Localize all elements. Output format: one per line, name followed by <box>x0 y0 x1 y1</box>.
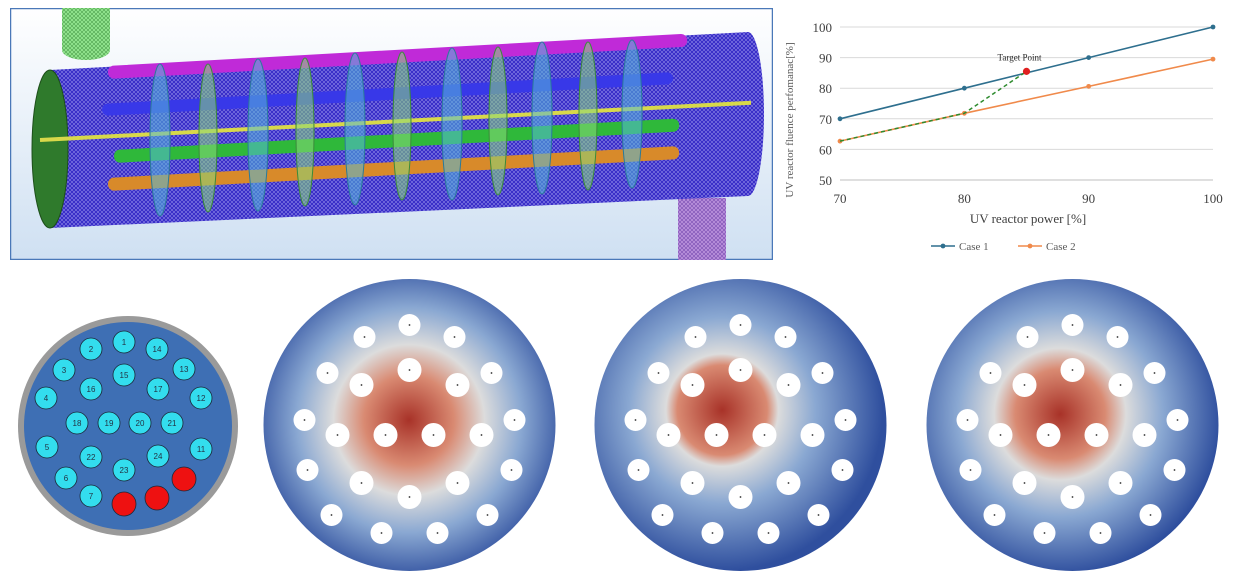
chart-legend: Case 1 Case 2 <box>931 241 1076 253</box>
chart-series <box>837 24 1216 144</box>
lamp-on <box>189 437 213 461</box>
lamp-number: 12 <box>197 394 206 403</box>
lamp-on <box>189 386 213 410</box>
lamp-on <box>35 435 59 459</box>
series-point-case-2 <box>1086 83 1092 89</box>
lamp-off <box>111 491 137 517</box>
x-tick-label: 80 <box>958 191 971 206</box>
y-tick-label: 100 <box>813 20 833 35</box>
y-axis-label: UV reactor fluence perfomanac[%] <box>784 42 796 197</box>
lamp-number: 1 <box>122 338 127 347</box>
lamp-layout-diagram: 1 2 3 4 5 6 7 11 12 13 14 15 16 17 18 19 20 21 22 23 24 <box>14 312 242 540</box>
lamp-on <box>146 444 170 468</box>
outlet-pipe <box>678 198 726 260</box>
series-point-case-1 <box>961 85 967 91</box>
contour-disc <box>263 279 556 571</box>
lamp-holes <box>956 314 1189 544</box>
lamp-on <box>79 484 103 508</box>
chart-grid <box>840 26 1213 150</box>
y-tick-label: 50 <box>819 173 832 188</box>
series-point-case-1 <box>1210 24 1216 30</box>
lamp-holes <box>293 314 526 544</box>
lamp-on <box>65 411 89 435</box>
baffle-plates <box>149 39 643 217</box>
lamp-on <box>128 411 152 435</box>
fluence-contour-map-3 <box>925 278 1220 572</box>
x-axis-label: UV reactor power [%] <box>970 211 1086 226</box>
lamp-number: 23 <box>120 466 129 475</box>
lamp-number: 7 <box>89 492 94 501</box>
reactor-end-cap <box>31 69 69 229</box>
series-point-case-1 <box>837 116 843 122</box>
x-tick-label: 90 <box>1082 191 1095 206</box>
lamp-number: 22 <box>87 453 96 462</box>
dashed-transition-path <box>839 70 1027 142</box>
lamp-off <box>171 466 197 492</box>
y-tick-label: 80 <box>819 81 832 96</box>
lamp-number: 15 <box>120 371 129 380</box>
legend-case2-label: Case 2 <box>1046 241 1076 253</box>
lamp-on <box>112 330 136 354</box>
x-tick-label: 100 <box>1203 191 1223 206</box>
lamp-on <box>146 377 170 401</box>
series-point-case-2 <box>1210 56 1216 62</box>
lamp-on <box>97 411 121 435</box>
lamp-number: 3 <box>62 366 67 375</box>
y-tick-label: 70 <box>819 112 832 127</box>
y-tick-label: 60 <box>819 142 832 157</box>
lamp-number: 18 <box>73 419 82 428</box>
lamp-on <box>34 386 58 410</box>
lamp-number: 11 <box>197 445 206 454</box>
x-tick-label: 70 <box>834 191 847 206</box>
lamp-number: 16 <box>87 385 96 394</box>
target-point-label: Target Point <box>998 52 1042 62</box>
lamp-holes <box>624 314 857 544</box>
mesh-frame <box>9 7 774 261</box>
lamp-on <box>79 377 103 401</box>
lamp-on <box>112 458 136 482</box>
legend-case1-label: Case 1 <box>959 241 989 253</box>
fluence-performance-chart: 50 60 70 80 90 100 70 80 90 100 UV reactor fluenc… <box>775 5 1238 267</box>
lamp-number: 13 <box>180 365 189 374</box>
lamp-on <box>172 357 196 381</box>
legend-case2-marker <box>1027 243 1033 249</box>
target-point-marker <box>1022 67 1031 75</box>
lamp-on <box>79 445 103 469</box>
fluence-contour-map-1 <box>262 278 557 572</box>
lamp-number: 17 <box>154 385 163 394</box>
lamp-on <box>79 337 103 361</box>
lamp-on <box>52 358 76 382</box>
reactor-mesh-image <box>9 7 774 261</box>
chart-tick-labels: 50 60 70 80 90 100 70 80 90 100 <box>813 20 1223 206</box>
lamp-on <box>160 411 184 435</box>
legend-case1-marker <box>940 243 946 249</box>
lamp-on <box>112 363 136 387</box>
lamp-number: 20 <box>136 419 145 428</box>
lamp-number: 19 <box>105 419 114 428</box>
lamp-number: 2 <box>89 345 94 354</box>
lamp-number: 4 <box>44 394 49 403</box>
lamp-on <box>145 337 169 361</box>
lamp-off <box>144 485 170 511</box>
lamp-number: 5 <box>45 443 50 452</box>
lamp-number: 14 <box>153 345 162 354</box>
lamp-on <box>54 466 78 490</box>
series-point-case-1 <box>1086 55 1092 60</box>
contour-disc <box>594 279 887 571</box>
lamp-number: 24 <box>154 452 163 461</box>
y-tick-label: 90 <box>819 51 832 66</box>
contour-disc <box>926 279 1219 571</box>
lamp-number: 21 <box>168 419 177 428</box>
fluence-contour-map-2 <box>593 278 888 572</box>
lamp-number: 6 <box>64 474 69 483</box>
